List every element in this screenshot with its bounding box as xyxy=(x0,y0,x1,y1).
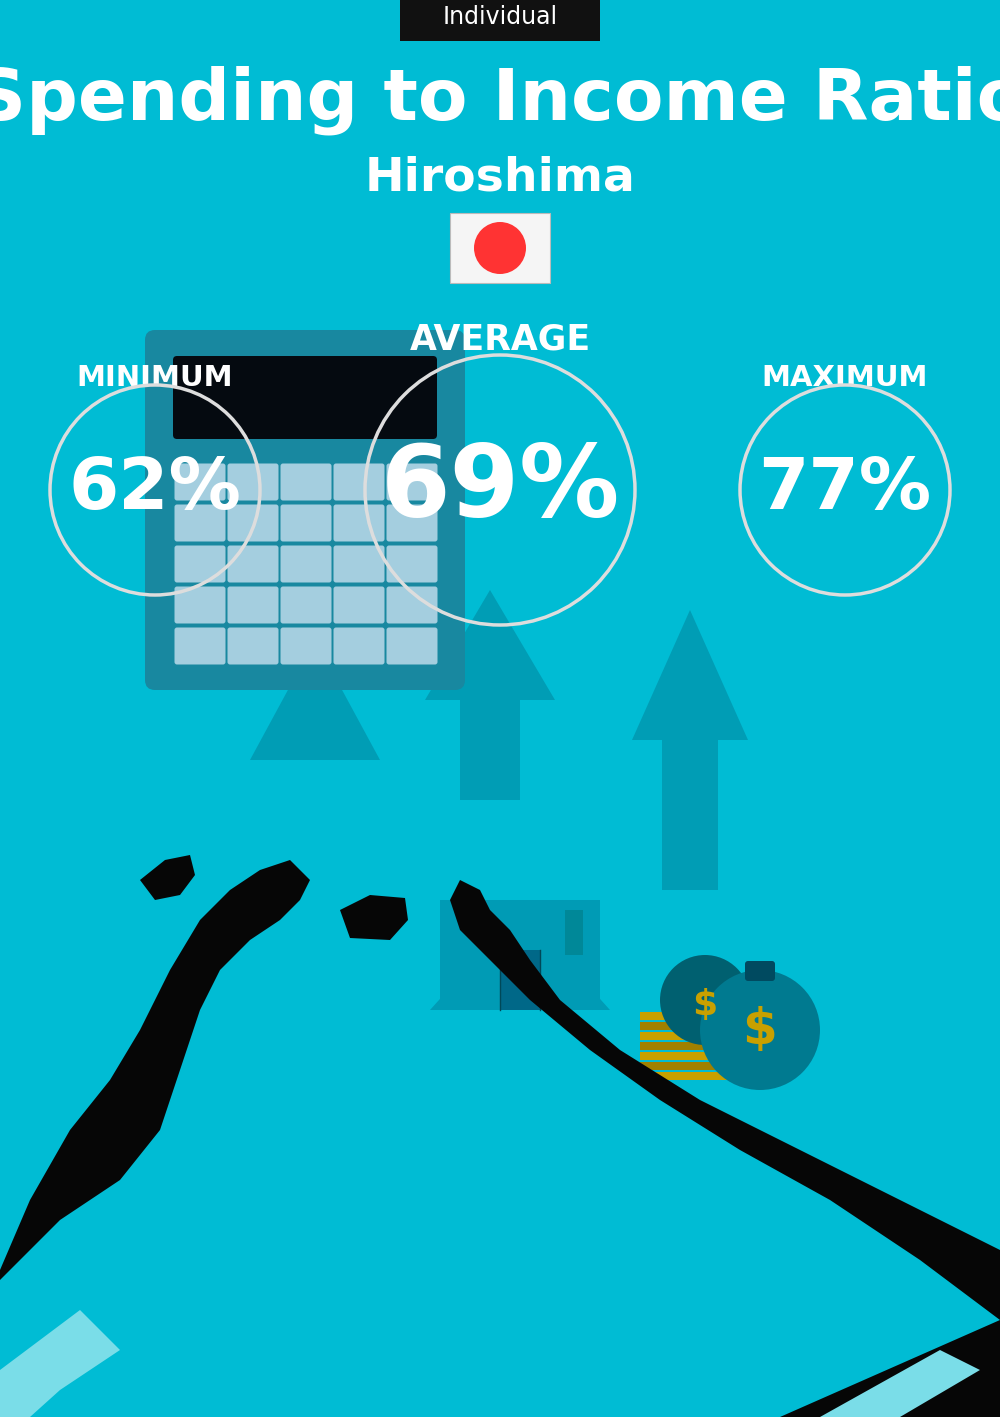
FancyBboxPatch shape xyxy=(500,949,540,1010)
Text: 62%: 62% xyxy=(69,455,241,524)
FancyBboxPatch shape xyxy=(640,1041,740,1050)
FancyBboxPatch shape xyxy=(386,628,438,665)
FancyBboxPatch shape xyxy=(175,587,226,623)
Polygon shape xyxy=(780,1350,980,1417)
FancyBboxPatch shape xyxy=(334,504,384,541)
Text: AVERAGE: AVERAGE xyxy=(409,323,591,357)
Text: $: $ xyxy=(692,988,718,1022)
Polygon shape xyxy=(140,854,195,900)
Circle shape xyxy=(700,971,820,1090)
FancyBboxPatch shape xyxy=(280,504,332,541)
Text: 77%: 77% xyxy=(758,455,932,524)
FancyBboxPatch shape xyxy=(450,213,550,283)
FancyBboxPatch shape xyxy=(386,587,438,623)
FancyBboxPatch shape xyxy=(280,628,332,665)
FancyBboxPatch shape xyxy=(640,1032,740,1040)
FancyBboxPatch shape xyxy=(280,463,332,500)
Text: $: $ xyxy=(743,1006,777,1054)
FancyBboxPatch shape xyxy=(175,546,226,582)
FancyBboxPatch shape xyxy=(228,587,278,623)
Polygon shape xyxy=(632,609,748,890)
FancyBboxPatch shape xyxy=(386,463,438,500)
Polygon shape xyxy=(425,589,555,801)
Text: 69%: 69% xyxy=(380,442,620,538)
FancyBboxPatch shape xyxy=(145,330,465,690)
FancyBboxPatch shape xyxy=(228,628,278,665)
Circle shape xyxy=(474,222,526,273)
FancyBboxPatch shape xyxy=(280,587,332,623)
FancyBboxPatch shape xyxy=(175,504,226,541)
FancyBboxPatch shape xyxy=(334,463,384,500)
Text: Individual: Individual xyxy=(442,6,558,28)
Text: MAXIMUM: MAXIMUM xyxy=(762,364,928,393)
FancyBboxPatch shape xyxy=(640,1022,740,1030)
FancyBboxPatch shape xyxy=(228,504,278,541)
Polygon shape xyxy=(430,910,610,1010)
Polygon shape xyxy=(340,896,408,939)
FancyBboxPatch shape xyxy=(334,628,384,665)
FancyBboxPatch shape xyxy=(386,546,438,582)
FancyBboxPatch shape xyxy=(334,587,384,623)
FancyBboxPatch shape xyxy=(640,1061,740,1070)
FancyBboxPatch shape xyxy=(173,356,437,439)
Polygon shape xyxy=(0,860,310,1417)
FancyBboxPatch shape xyxy=(175,463,226,500)
FancyBboxPatch shape xyxy=(334,546,384,582)
Polygon shape xyxy=(0,1309,120,1417)
Text: Hiroshima: Hiroshima xyxy=(365,156,635,200)
Polygon shape xyxy=(450,880,1000,1417)
FancyBboxPatch shape xyxy=(175,628,226,665)
FancyBboxPatch shape xyxy=(280,546,332,582)
FancyBboxPatch shape xyxy=(745,961,775,981)
FancyBboxPatch shape xyxy=(640,1073,740,1080)
Polygon shape xyxy=(250,640,380,760)
FancyBboxPatch shape xyxy=(228,463,278,500)
Text: Spending to Income Ratio: Spending to Income Ratio xyxy=(0,65,1000,135)
FancyBboxPatch shape xyxy=(565,910,583,955)
FancyBboxPatch shape xyxy=(228,546,278,582)
FancyBboxPatch shape xyxy=(440,900,600,1010)
Circle shape xyxy=(660,955,750,1044)
FancyBboxPatch shape xyxy=(640,1051,740,1060)
FancyBboxPatch shape xyxy=(386,504,438,541)
FancyBboxPatch shape xyxy=(400,0,600,41)
FancyBboxPatch shape xyxy=(640,1012,740,1020)
Text: MINIMUM: MINIMUM xyxy=(77,364,233,393)
